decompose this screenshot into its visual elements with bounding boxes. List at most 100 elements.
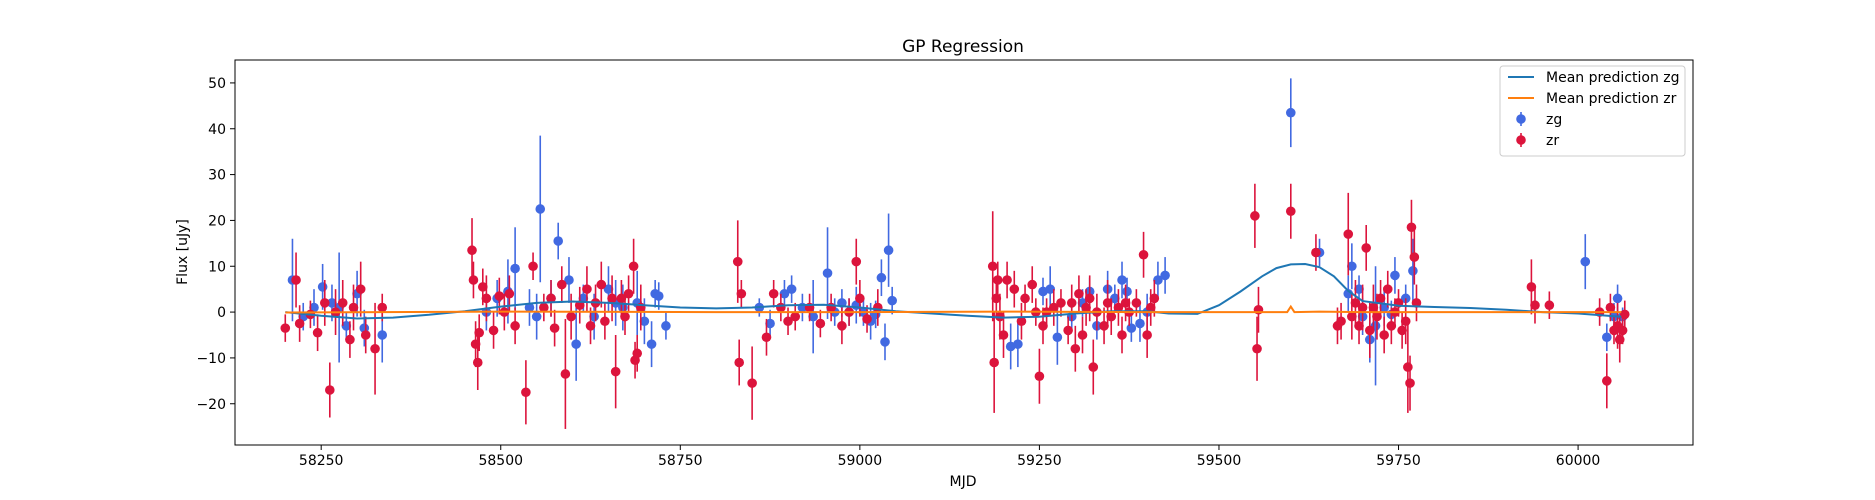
zg-point-64 xyxy=(1135,318,1145,329)
zr-point-27 xyxy=(521,387,531,398)
zr-point-34 xyxy=(566,311,576,322)
y-axis-label: Flux [uJy] xyxy=(175,219,191,285)
zr-point-2 xyxy=(294,318,305,329)
zr-point-85 xyxy=(1063,325,1073,336)
zr-point-140 xyxy=(1605,302,1616,313)
zg-point-53 xyxy=(1045,284,1055,294)
zr-point-75 xyxy=(1009,284,1020,294)
zr-point-95 xyxy=(1102,298,1113,308)
zr-point-71 xyxy=(992,275,1003,285)
legend-marker-2 xyxy=(1516,114,1526,124)
zr-point-118 xyxy=(1361,243,1372,253)
zr-point-18 xyxy=(472,357,483,368)
zr-point-124 xyxy=(1382,284,1393,294)
zr-point-64 xyxy=(851,256,862,267)
zr-point-36 xyxy=(582,284,592,294)
zr-point-91 xyxy=(1084,293,1095,304)
zr-point-76 xyxy=(1016,316,1027,327)
zg-point-84 xyxy=(1612,293,1623,304)
zr-point-122 xyxy=(1375,293,1386,304)
zr-point-5 xyxy=(319,298,330,308)
zr-point-15 xyxy=(467,245,477,256)
zr-point-8 xyxy=(337,298,348,308)
legend-label-0: Mean prediction zg xyxy=(1546,70,1680,86)
zr-point-70 xyxy=(991,293,1002,304)
zr-point-25 xyxy=(504,288,515,299)
zr-point-144 xyxy=(1617,325,1628,336)
zg-point-70 xyxy=(1343,288,1354,299)
zg-point-48 xyxy=(883,245,894,256)
zr-point-133 xyxy=(1409,252,1420,262)
legend-marker-3 xyxy=(1516,135,1526,145)
zr-point-119 xyxy=(1364,325,1375,336)
zr-point-84 xyxy=(1056,298,1066,308)
zg-point-34 xyxy=(779,288,790,299)
zr-point-139 xyxy=(1602,376,1612,386)
chart-title: GP Regression xyxy=(902,37,1024,57)
zg-point-13 xyxy=(510,263,520,274)
zr-point-42 xyxy=(610,366,621,377)
zg-point-9 xyxy=(377,330,388,340)
zr-point-65 xyxy=(855,293,865,304)
x-tick-label-60000: 60000 xyxy=(1556,453,1601,469)
zr-point-108 xyxy=(1253,304,1264,315)
legend-label-3: zr xyxy=(1546,133,1559,149)
zr-point-113 xyxy=(1343,229,1354,239)
zr-point-12 xyxy=(360,330,371,340)
legend-label-2: zg xyxy=(1546,112,1562,128)
y-tick-label-50: 50 xyxy=(208,76,226,92)
legend: Mean prediction zg Mean prediction zr zg zr xyxy=(1499,65,1686,157)
x-tick-label-59000: 59000 xyxy=(838,453,883,469)
zr-point-128 xyxy=(1397,325,1407,336)
y-axis: −20 −10 0 10 20 30 40 50 xyxy=(196,76,235,413)
zg-point-71 xyxy=(1347,261,1357,272)
zr-point-121 xyxy=(1372,311,1382,322)
zr-point-29 xyxy=(539,302,549,313)
zg-point-78 xyxy=(1390,270,1400,281)
zr-point-145 xyxy=(1619,309,1630,320)
x-tick-label-58500: 58500 xyxy=(478,453,523,469)
zg-point-18 xyxy=(553,236,564,246)
mean-prediction-zg-line xyxy=(285,262,1622,320)
zr-point-125 xyxy=(1386,321,1397,331)
zr-point-69 xyxy=(989,357,999,368)
zr-point-60 xyxy=(815,318,826,329)
zr-point-87 xyxy=(1070,343,1081,354)
zg-point-19 xyxy=(564,275,574,285)
zg-point-30 xyxy=(653,291,664,301)
zr-point-92 xyxy=(1088,362,1099,372)
zr-point-4 xyxy=(312,327,323,338)
zg-point-67 xyxy=(1160,270,1170,281)
y-tick-label--10: −10 xyxy=(196,351,226,367)
zr-point-45 xyxy=(623,288,634,299)
zr-point-10 xyxy=(348,302,359,313)
zr-point-46 xyxy=(628,261,639,272)
zg-point-14 xyxy=(524,302,535,313)
y-tick-label-30: 30 xyxy=(208,168,226,184)
zg-point-4 xyxy=(327,298,337,308)
zg-point-81 xyxy=(1580,256,1591,267)
zr-point-78 xyxy=(1027,279,1038,290)
zg-point-80 xyxy=(1408,266,1418,276)
zr-point-43 xyxy=(616,293,627,304)
zr-point-41 xyxy=(607,293,617,304)
zr-point-62 xyxy=(837,321,847,331)
zg-point-20 xyxy=(571,339,581,349)
plot-area xyxy=(280,78,1630,429)
zr-point-77 xyxy=(1020,293,1030,304)
zr-point-89 xyxy=(1077,330,1088,340)
zr-point-21 xyxy=(481,293,492,304)
zr-point-0 xyxy=(280,323,291,333)
zr-point-99 xyxy=(1120,298,1131,308)
zr-point-73 xyxy=(998,330,1009,340)
zg-point-22 xyxy=(589,311,599,322)
zr-point-37 xyxy=(585,321,596,331)
zr-point-33 xyxy=(560,369,571,379)
zr-point-129 xyxy=(1400,316,1411,327)
zr-point-54 xyxy=(761,332,772,343)
zr-point-94 xyxy=(1099,321,1109,331)
zg-point-16 xyxy=(535,204,546,214)
zr-point-58 xyxy=(790,311,801,322)
y-tick-label--20: −20 xyxy=(196,397,226,413)
zr-point-22 xyxy=(488,325,499,336)
